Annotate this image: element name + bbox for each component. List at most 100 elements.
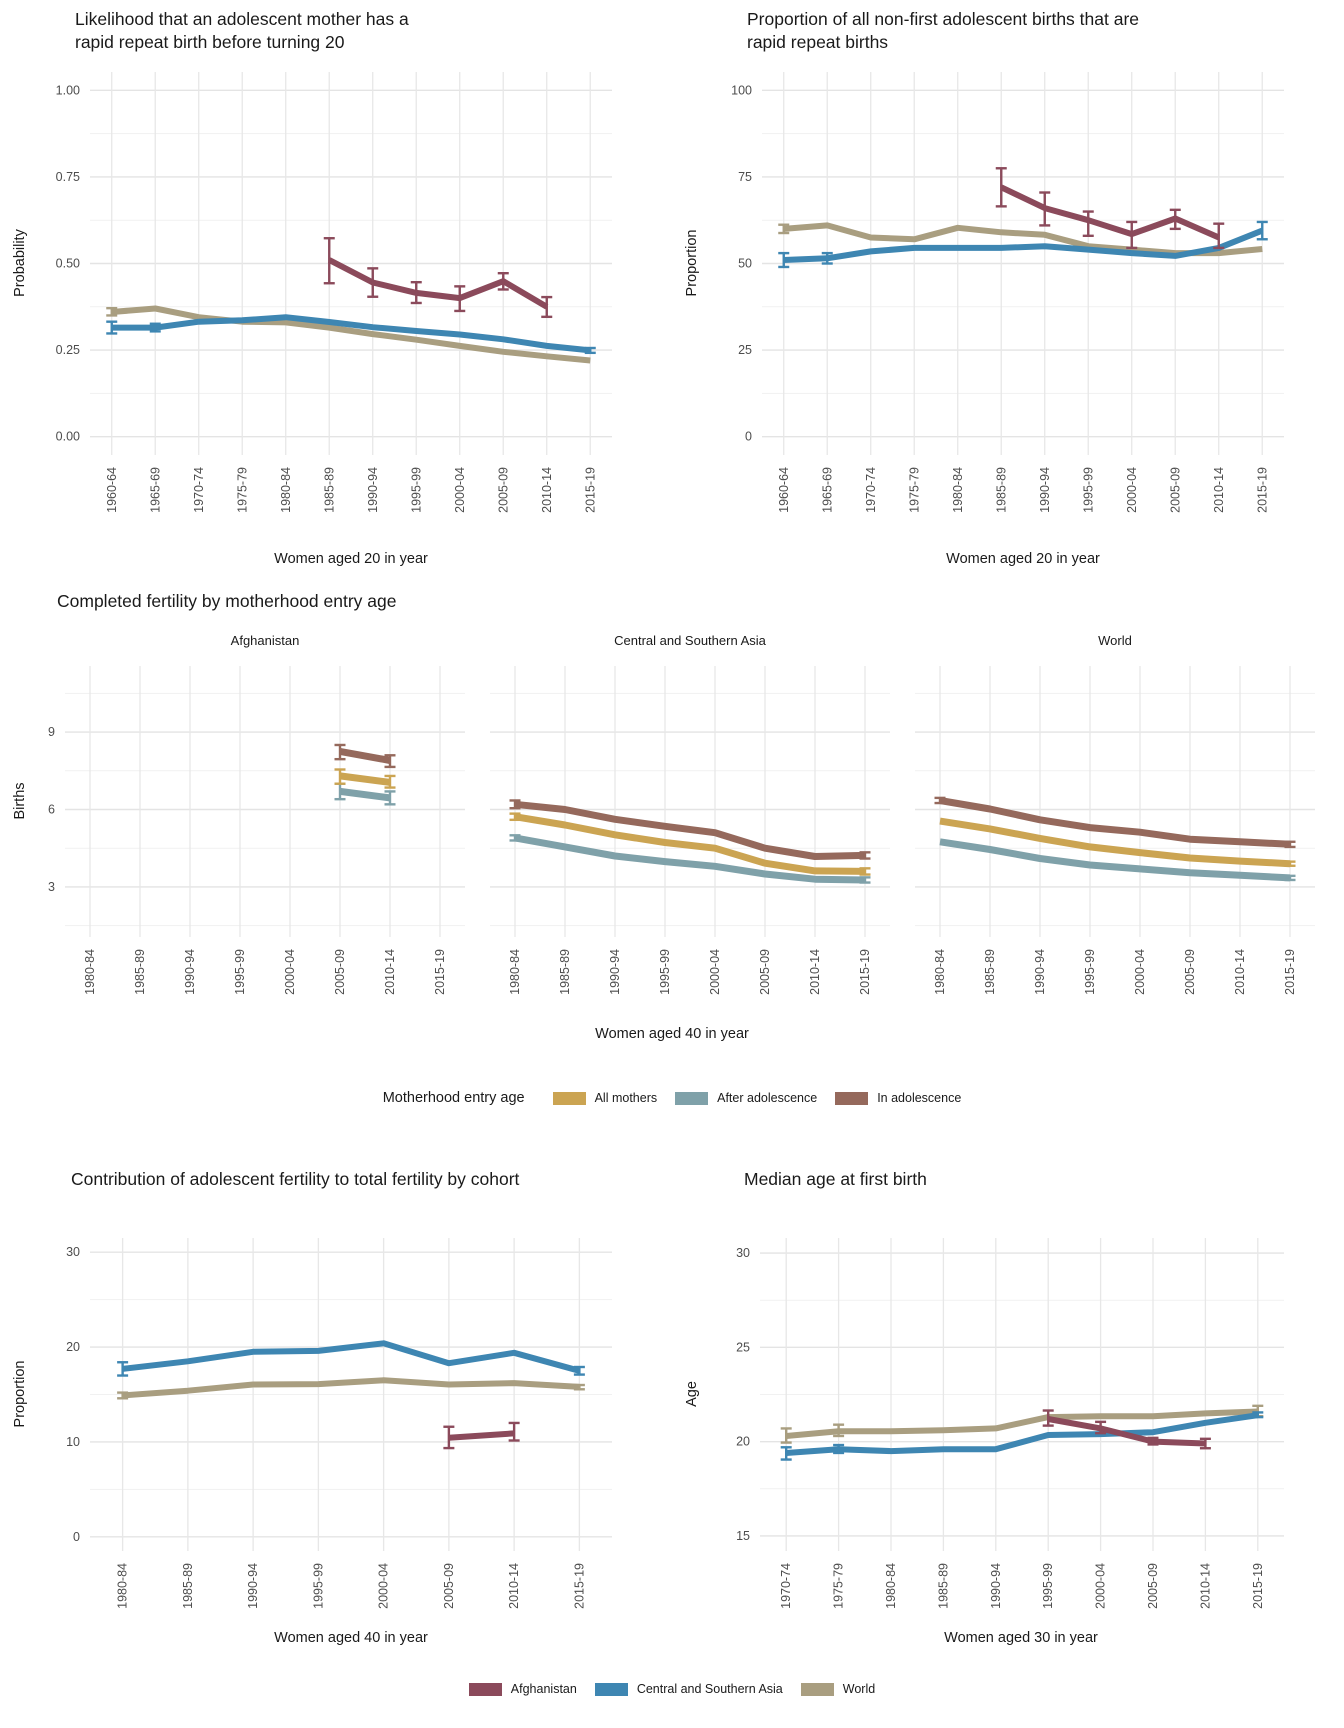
- legend-item-central-southern-asia: Central and Southern Asia: [594, 1682, 783, 1696]
- series-line-world: [111, 305, 591, 364]
- legend-label-in-adolescence: In adolescence: [877, 1091, 962, 1105]
- x-axis-title-middle: Women aged 40 in year: [595, 1026, 749, 1042]
- x-tick-label: 1990-94: [183, 949, 197, 995]
- legend-swatch-all-mothers: [552, 1091, 586, 1105]
- x-tick-label: 2000-04: [708, 949, 722, 995]
- y-tick-label: 0.00: [56, 430, 80, 444]
- y-tick-label: 25: [736, 1340, 750, 1354]
- x-tick-label: 1960-64: [105, 467, 119, 513]
- y-tick-label: 15: [736, 1529, 750, 1543]
- chart-title-completed-fertility: Completed fertility by motherhood entry …: [57, 591, 397, 611]
- y-tick-label: 50: [738, 257, 752, 271]
- x-tick-label: 2005-09: [1146, 1563, 1160, 1609]
- x-axis-title-top-right: Women aged 20 in year: [946, 551, 1100, 567]
- y-tick-label: 0.25: [56, 343, 80, 357]
- series-line-central_southern_asia: [122, 1340, 581, 1374]
- x-tick-label: 2010-14: [383, 949, 397, 995]
- x-tick-label: 1995-99: [409, 467, 423, 513]
- x-tick-label: 1975-79: [235, 467, 249, 513]
- y-tick-label: 75: [738, 170, 752, 184]
- y-tick-label: 30: [736, 1246, 750, 1260]
- series-line-central_southern_asia: [785, 1412, 1259, 1456]
- x-tick-label: 1980-84: [933, 949, 947, 995]
- series-line-in_adolescence: [339, 747, 391, 764]
- facet-panel-0: 1960-64 1965-69 1970-74 1975-79 1980-84 1985-…: [731, 72, 1284, 513]
- x-tick-label: 2005-09: [333, 949, 347, 995]
- series-line-all_mothers: [339, 772, 391, 786]
- x-tick-label: 1990-94: [989, 1563, 1003, 1609]
- x-tick-label: 2015-19: [1255, 467, 1269, 513]
- x-tick-label: 1980-84: [951, 467, 965, 513]
- x-tick-label: 1985-89: [936, 1563, 950, 1609]
- y-tick-label: 0: [73, 1530, 80, 1544]
- y-tick-label: 0.75: [56, 170, 80, 184]
- series-line-world: [122, 1377, 580, 1399]
- x-tick-label: 1970-74: [192, 467, 206, 513]
- x-tick-label: 2015-19: [583, 467, 597, 513]
- legend-swatch-world: [800, 1682, 834, 1696]
- legend-item-afghanistan: Afghanistan: [468, 1682, 577, 1696]
- facet-panel-0: 1980-84 1985-89 1990-94 1995-99 2000-04 2005-…: [66, 1238, 612, 1609]
- series-line-afghanistan: [327, 257, 549, 310]
- legend-label-central-southern-asia: Central and Southern Asia: [636, 1682, 783, 1696]
- x-tick-label: 1975-79: [832, 1563, 846, 1609]
- x-tick-label: 2010-14: [808, 949, 822, 995]
- y-tick-label: 20: [736, 1435, 750, 1449]
- x-tick-label: 1980-84: [83, 949, 97, 995]
- x-tick-label: 1985-89: [322, 467, 336, 513]
- series-line-after_adolescence: [514, 834, 866, 884]
- x-tick-label: 1970-74: [779, 1563, 793, 1609]
- x-tick-label: 2005-09: [1168, 467, 1182, 513]
- x-tick-label: 2015-19: [572, 1563, 586, 1609]
- x-tick-label: 2010-14: [1233, 949, 1247, 995]
- x-tick-label: 1980-84: [508, 949, 522, 995]
- y-tick-label: 100: [731, 83, 752, 97]
- y-tick-label: 1.00: [56, 83, 80, 97]
- x-tick-label: 1995-99: [233, 949, 247, 995]
- y-tick-label: 0.50: [56, 257, 80, 271]
- x-tick-label: 2010-14: [507, 1563, 521, 1609]
- y-tick-label: 20: [66, 1340, 80, 1354]
- x-tick-label: 2000-04: [1094, 1563, 1108, 1609]
- series-line-in_adolescence: [939, 797, 1291, 848]
- series-line-afghanistan: [1000, 184, 1221, 241]
- x-tick-label: 1975-79: [907, 467, 921, 513]
- x-tick-label: 1965-69: [148, 467, 162, 513]
- x-tick-label: 1995-99: [1041, 1563, 1055, 1609]
- x-tick-label: 2015-19: [1283, 949, 1297, 995]
- x-tick-label: 1960-64: [777, 467, 791, 513]
- x-tick-label: 1995-99: [311, 1563, 325, 1609]
- x-tick-label: 2000-04: [283, 949, 297, 995]
- legend-item-in-adolescence: In adolescence: [835, 1091, 961, 1105]
- x-tick-label: 1990-94: [1038, 467, 1052, 513]
- y-tick-label: 25: [738, 343, 752, 357]
- x-tick-label: 1965-69: [820, 467, 834, 513]
- legend-motherhood-entry-age: Motherhood entry age All mothers After a…: [0, 1090, 1344, 1106]
- x-tick-label: 1980-84: [116, 1563, 130, 1609]
- chart-canvas-median-age: 1970-74 1975-79 1980-84 1985-89 1990-94 1995-…: [736, 1238, 1284, 1609]
- y-tick-label: 6: [48, 803, 55, 817]
- legend-label-world: World: [842, 1682, 876, 1696]
- legend-swatch-in-adolescence: [835, 1091, 869, 1105]
- series-line-world: [785, 1408, 1258, 1439]
- series-line-all_mothers: [514, 813, 866, 875]
- x-tick-label: 1995-99: [658, 949, 672, 995]
- y-tick-label: 30: [66, 1245, 80, 1259]
- chart-title-rrb-proportion: Proportion of all non-first adolescent b…: [747, 9, 1140, 52]
- series-line-central_southern_asia: [111, 314, 591, 354]
- x-axis-title-top-left: Women aged 20 in year: [274, 551, 428, 567]
- legend-title-motherhood-entry-age: Motherhood entry age: [382, 1090, 525, 1106]
- x-tick-label: 1985-89: [558, 949, 572, 995]
- chart-title-median-age: Median age at first birth: [744, 1169, 927, 1189]
- series-line-all_mothers: [939, 817, 1291, 868]
- x-tick-label: 1995-99: [1081, 467, 1095, 513]
- x-tick-label: 1980-84: [279, 467, 293, 513]
- x-axis-title-bottom-left: Women aged 40 in year: [274, 1630, 428, 1646]
- x-tick-label: 1990-94: [1033, 949, 1047, 995]
- x-tick-label: 2000-04: [1133, 949, 1147, 995]
- legend-swatch-central-southern-asia: [594, 1682, 628, 1696]
- x-tick-label: 2005-09: [758, 949, 772, 995]
- x-tick-label: 1995-99: [1083, 949, 1097, 995]
- series-line-central_southern_asia: [783, 227, 1264, 263]
